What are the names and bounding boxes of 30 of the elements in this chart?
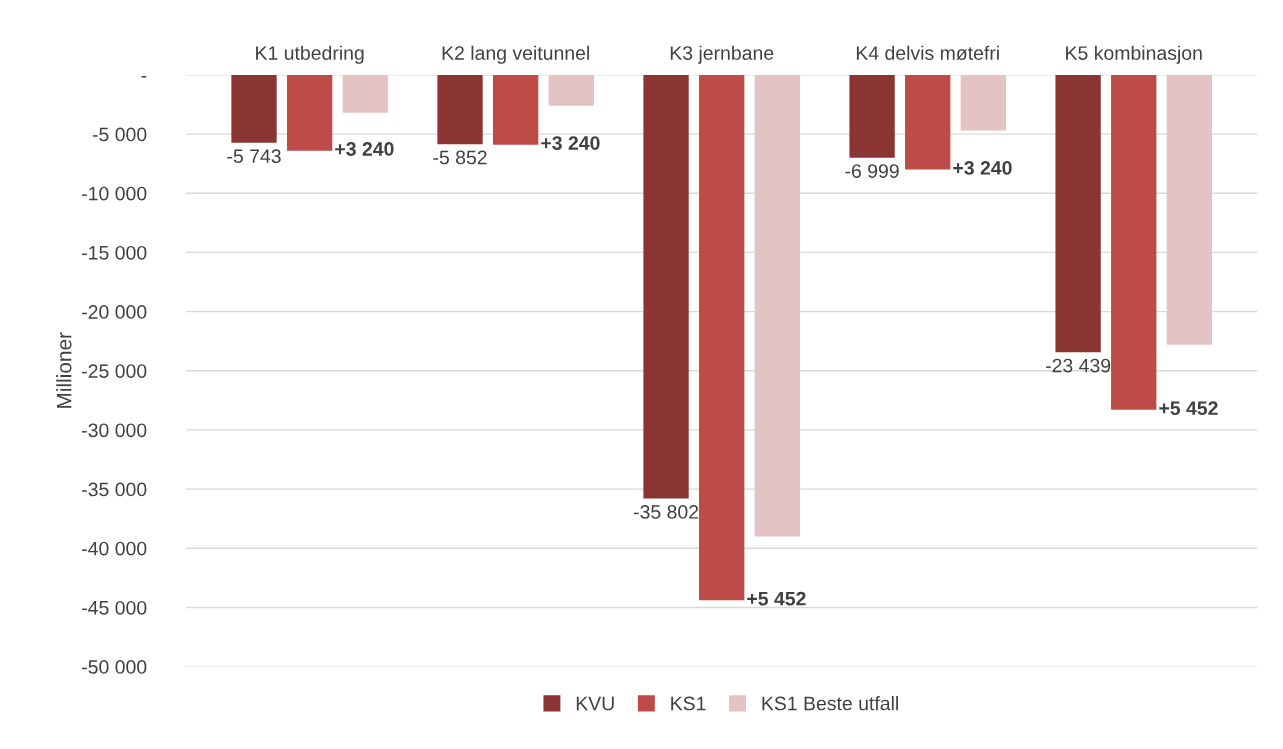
y-axis-title: Millioner bbox=[56, 332, 72, 408]
annotation: +5 452 bbox=[747, 591, 806, 606]
annotation: +3 240 bbox=[335, 142, 394, 156]
y-tick-label: - bbox=[141, 76, 147, 78]
y-tick-label: -35 000 bbox=[82, 482, 147, 497]
x-tick-label: K4 delvis møtefri bbox=[856, 45, 999, 61]
y-tick-label: -20 000 bbox=[82, 305, 147, 319]
x-tick-label: K3 jernbane bbox=[670, 45, 774, 64]
y-tick-label: -5 000 bbox=[92, 127, 147, 142]
y-tick-label: -30 000 bbox=[82, 423, 147, 438]
data-label: -23 439 bbox=[1045, 358, 1111, 373]
annotation: +3 240 bbox=[953, 161, 1012, 175]
y-tick-label: -10 000 bbox=[82, 186, 147, 201]
x-tick-label: K2 lang veitunnel bbox=[442, 45, 589, 64]
y-tick-label: -40 000 bbox=[82, 541, 147, 556]
legend-label: KS1 Beste utfall bbox=[762, 696, 898, 711]
legend-label: KVU bbox=[576, 696, 614, 711]
x-tick-label: K1 utbedring bbox=[256, 45, 364, 64]
legend-label: KS1 bbox=[671, 696, 706, 711]
data-label: -5 852 bbox=[433, 150, 487, 165]
data-label: -5 743 bbox=[227, 149, 281, 164]
annotation: +5 452 bbox=[1159, 401, 1218, 416]
data-label: -35 802 bbox=[633, 505, 699, 519]
y-tick-label: -50 000 bbox=[82, 660, 147, 674]
y-tick-label: -25 000 bbox=[82, 364, 147, 378]
y-tick-label: -45 000 bbox=[82, 600, 147, 615]
annotation: +3 240 bbox=[541, 136, 600, 150]
data-label: -6 999 bbox=[845, 164, 899, 178]
y-tick-label: -15 000 bbox=[82, 245, 147, 260]
x-tick-label: K5 kombinasjon bbox=[1066, 45, 1202, 64]
